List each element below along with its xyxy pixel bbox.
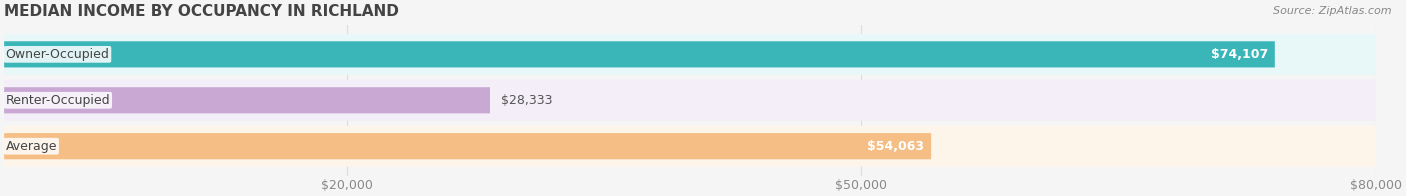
Text: Average: Average: [6, 140, 58, 153]
Text: $54,063: $54,063: [868, 140, 924, 153]
Text: Owner-Occupied: Owner-Occupied: [6, 48, 110, 61]
FancyBboxPatch shape: [4, 34, 1376, 75]
Text: Source: ZipAtlas.com: Source: ZipAtlas.com: [1274, 6, 1392, 16]
FancyBboxPatch shape: [4, 41, 1275, 67]
FancyBboxPatch shape: [4, 87, 489, 113]
Text: $74,107: $74,107: [1211, 48, 1268, 61]
FancyBboxPatch shape: [4, 80, 1376, 121]
FancyBboxPatch shape: [4, 133, 931, 159]
FancyBboxPatch shape: [4, 126, 1376, 167]
Text: MEDIAN INCOME BY OCCUPANCY IN RICHLAND: MEDIAN INCOME BY OCCUPANCY IN RICHLAND: [4, 4, 399, 19]
Text: $28,333: $28,333: [501, 94, 553, 107]
Text: Renter-Occupied: Renter-Occupied: [6, 94, 110, 107]
